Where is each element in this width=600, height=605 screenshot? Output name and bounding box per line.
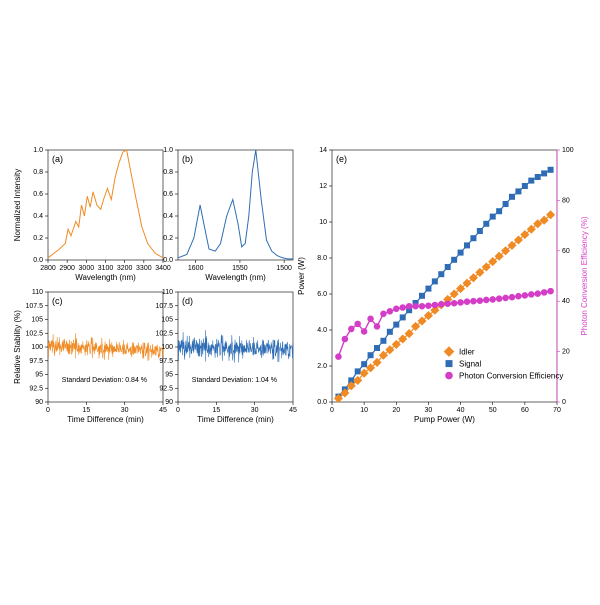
svg-text:60: 60 xyxy=(562,248,570,255)
svg-text:(a): (a) xyxy=(52,154,63,164)
svg-text:10: 10 xyxy=(319,219,327,226)
svg-text:10: 10 xyxy=(360,407,368,414)
svg-text:Standard Deviation: 1.04 %: Standard Deviation: 1.04 % xyxy=(192,377,277,384)
svg-text:0.6: 0.6 xyxy=(163,191,173,198)
svg-text:15: 15 xyxy=(82,407,90,414)
svg-text:1550: 1550 xyxy=(232,265,248,272)
svg-text:110: 110 xyxy=(32,289,43,296)
svg-text:Time Difference (min): Time Difference (min) xyxy=(67,415,144,424)
svg-text:Time Difference (min): Time Difference (min) xyxy=(197,415,274,424)
svg-text:3400: 3400 xyxy=(155,265,171,272)
svg-text:14: 14 xyxy=(319,147,327,154)
svg-text:Photon Conversion Efficiency (: Photon Conversion Efficiency (%) xyxy=(580,216,589,335)
svg-text:0.0: 0.0 xyxy=(163,257,173,264)
svg-text:0.6: 0.6 xyxy=(33,191,43,198)
svg-text:30: 30 xyxy=(425,407,433,414)
svg-text:70: 70 xyxy=(553,407,561,414)
svg-text:0.8: 0.8 xyxy=(33,169,43,176)
svg-text:1600: 1600 xyxy=(188,265,204,272)
svg-text:2800: 2800 xyxy=(40,265,56,272)
svg-text:3000: 3000 xyxy=(79,265,95,272)
svg-text:80: 80 xyxy=(562,197,570,204)
svg-text:95: 95 xyxy=(35,372,43,379)
svg-text:0: 0 xyxy=(176,407,180,414)
svg-text:102.5: 102.5 xyxy=(155,330,173,337)
svg-text:15: 15 xyxy=(212,407,220,414)
svg-text:(d): (d) xyxy=(182,296,193,306)
svg-text:105: 105 xyxy=(161,317,173,324)
svg-text:97.5: 97.5 xyxy=(159,358,173,365)
svg-text:92.5: 92.5 xyxy=(29,385,43,392)
svg-text:12: 12 xyxy=(319,183,327,190)
svg-text:Relative Stability (%): Relative Stability (%) xyxy=(13,310,22,384)
svg-text:105: 105 xyxy=(31,317,43,324)
svg-text:1500: 1500 xyxy=(276,265,292,272)
svg-text:97.5: 97.5 xyxy=(29,358,43,365)
svg-text:0.0: 0.0 xyxy=(33,257,43,264)
svg-text:0.2: 0.2 xyxy=(33,235,43,242)
svg-text:Wavelength (nm): Wavelength (nm) xyxy=(75,273,136,282)
svg-text:30: 30 xyxy=(251,407,259,414)
svg-text:8.0: 8.0 xyxy=(317,255,327,262)
svg-text:0.4: 0.4 xyxy=(163,213,173,220)
svg-text:45: 45 xyxy=(289,407,297,414)
svg-text:3300: 3300 xyxy=(136,265,152,272)
svg-text:110: 110 xyxy=(162,289,173,296)
svg-text:2900: 2900 xyxy=(59,265,75,272)
svg-text:0.8: 0.8 xyxy=(163,169,173,176)
svg-text:20: 20 xyxy=(392,407,400,414)
svg-text:90: 90 xyxy=(165,399,173,406)
svg-text:2.0: 2.0 xyxy=(317,363,327,370)
svg-text:Signal: Signal xyxy=(459,360,481,369)
svg-text:50: 50 xyxy=(489,407,497,414)
svg-text:0.0: 0.0 xyxy=(317,399,327,406)
svg-text:100: 100 xyxy=(31,344,43,351)
svg-text:Photon Conversion Efficiency: Photon Conversion Efficiency xyxy=(459,372,563,381)
svg-text:Pump Power (W): Pump Power (W) xyxy=(414,415,475,424)
svg-text:60: 60 xyxy=(521,407,529,414)
svg-text:(c): (c) xyxy=(52,296,63,306)
svg-text:(e): (e) xyxy=(336,154,347,164)
svg-text:Idler: Idler xyxy=(459,348,475,357)
svg-text:30: 30 xyxy=(121,407,129,414)
svg-text:0.4: 0.4 xyxy=(33,213,43,220)
svg-text:100: 100 xyxy=(161,344,173,351)
svg-text:92.5: 92.5 xyxy=(159,385,173,392)
svg-text:45: 45 xyxy=(159,407,167,414)
svg-text:90: 90 xyxy=(35,399,43,406)
svg-text:0: 0 xyxy=(330,407,334,414)
svg-text:20: 20 xyxy=(562,349,570,356)
svg-text:107.5: 107.5 xyxy=(155,303,173,310)
svg-text:6.0: 6.0 xyxy=(317,291,327,298)
svg-text:Wavelength (nm): Wavelength (nm) xyxy=(205,273,266,282)
svg-text:0: 0 xyxy=(46,407,50,414)
svg-text:4.0: 4.0 xyxy=(317,327,327,334)
svg-text:3100: 3100 xyxy=(98,265,114,272)
svg-text:3200: 3200 xyxy=(117,265,133,272)
svg-text:107.5: 107.5 xyxy=(25,303,43,310)
svg-text:Normalized Intensity: Normalized Intensity xyxy=(13,169,22,241)
svg-text:0.2: 0.2 xyxy=(163,235,173,242)
svg-text:Standard Deviation: 0.84 %: Standard Deviation: 0.84 % xyxy=(62,377,147,384)
svg-text:(b): (b) xyxy=(182,154,193,164)
svg-text:100: 100 xyxy=(562,147,574,154)
svg-text:1.0: 1.0 xyxy=(163,147,173,154)
svg-text:102.5: 102.5 xyxy=(25,330,43,337)
svg-text:0: 0 xyxy=(562,399,566,406)
svg-text:40: 40 xyxy=(562,298,570,305)
svg-text:40: 40 xyxy=(457,407,465,414)
svg-text:1.0: 1.0 xyxy=(33,147,43,154)
svg-text:Power (W): Power (W) xyxy=(297,257,306,295)
svg-text:95: 95 xyxy=(165,372,173,379)
